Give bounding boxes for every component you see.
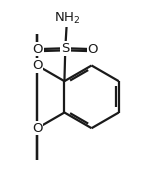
Text: O: O <box>32 59 43 72</box>
Text: O: O <box>88 43 98 56</box>
Text: O: O <box>32 122 43 135</box>
Text: S: S <box>61 42 69 55</box>
Text: NH$_2$: NH$_2$ <box>54 11 80 26</box>
Text: O: O <box>32 43 43 56</box>
